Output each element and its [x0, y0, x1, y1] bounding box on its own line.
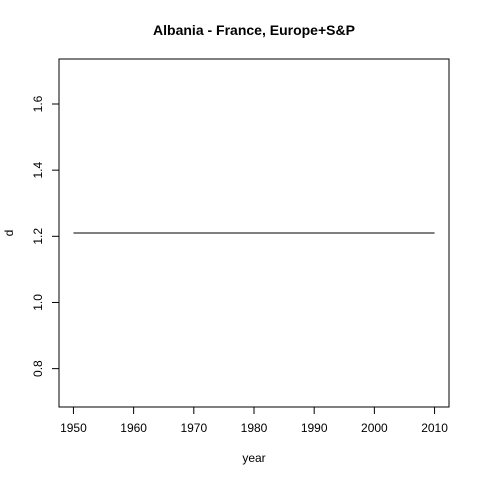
y-tick-label: 1.4: [31, 161, 45, 178]
y-tick-label: 0.8: [31, 360, 45, 377]
y-tick-label: 1.6: [31, 95, 45, 112]
x-tick-label: 1980: [241, 421, 268, 435]
x-tick-label: 1970: [180, 421, 207, 435]
y-axis: 0.8 1.0 1.2 1.4 1.6: [31, 95, 60, 377]
y-axis-label: d: [2, 230, 16, 237]
y-tick-label: 1.0: [31, 294, 45, 311]
x-tick-label: 2010: [421, 421, 448, 435]
x-axis: 1950 1960 1970 1980 1990 2000 2010: [60, 406, 448, 435]
chart-title: Albania - France, Europe+S&P: [153, 22, 355, 38]
x-tick-label: 1990: [301, 421, 328, 435]
x-tick-label: 2000: [361, 421, 388, 435]
x-tick-label: 1950: [60, 421, 87, 435]
x-axis-label: year: [242, 451, 265, 465]
y-tick-label: 1.2: [31, 228, 45, 245]
x-tick-label: 1960: [120, 421, 147, 435]
